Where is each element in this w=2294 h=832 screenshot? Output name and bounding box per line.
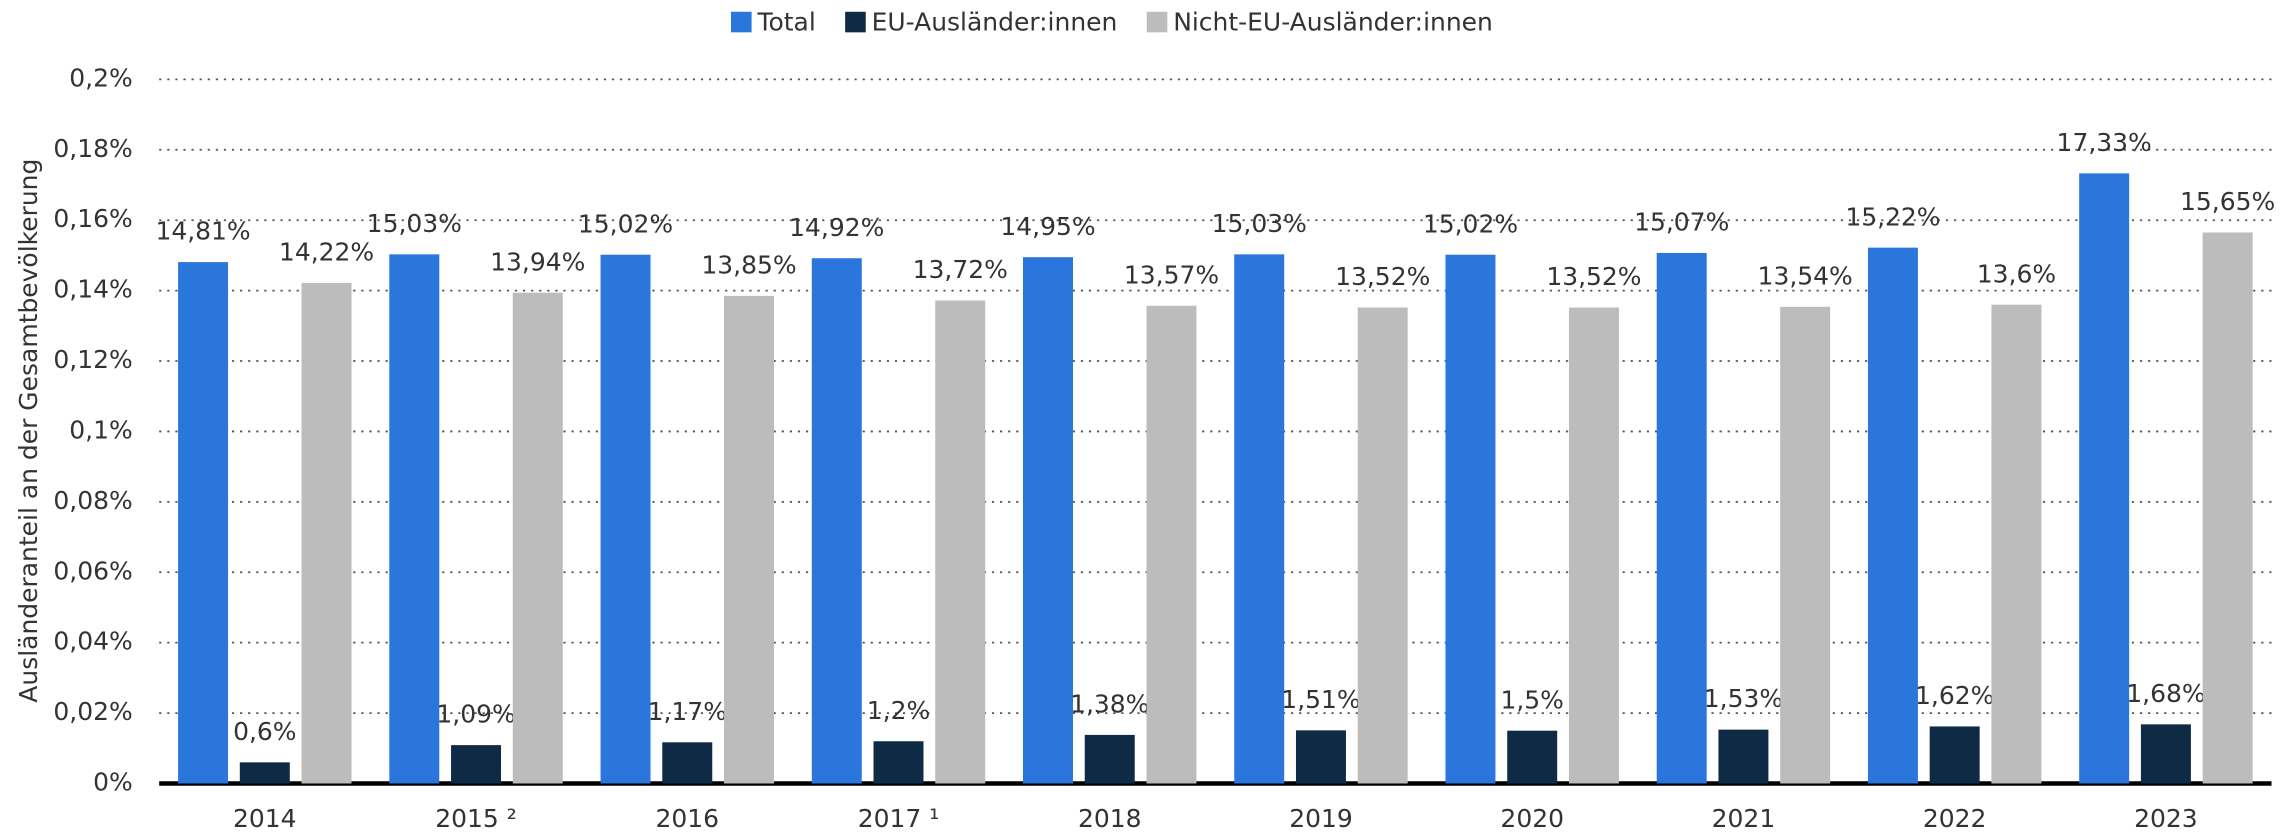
value-label: 13,57% [1124,260,1219,289]
bar [724,295,774,784]
bar [1023,257,1073,784]
x-tick-label: 2014 [233,804,297,832]
bar [1507,730,1558,784]
value-label: 13,6% [1977,259,2056,288]
bar [811,258,862,784]
bar [662,742,713,784]
value-label: 1,09% [436,700,515,729]
bar [600,254,651,784]
value-label: 13,72% [913,255,1008,284]
value-label: 1,62% [1915,681,1994,710]
value-label: 15,07% [1634,208,1729,237]
legend-swatch [1146,11,1168,33]
bar [2140,724,2191,784]
bar [178,262,229,784]
value-label: 15,02% [1423,209,1518,238]
value-label: 13,85% [701,250,796,279]
x-tick-label: 2018 [1078,804,1142,832]
value-label: 17,33% [2057,128,2152,157]
value-label: 15,65% [2180,187,2275,216]
bar [1084,734,1135,784]
bar [1146,305,1197,784]
bar [873,741,924,784]
legend-label: Nicht-EU-Ausländer:innen [1173,8,1493,37]
y-tick-label: 0,08% [53,486,132,515]
bar [239,762,290,784]
bar [1445,254,1496,784]
value-label: 15,03% [1212,209,1307,238]
y-tick-label: 0,2% [69,63,132,92]
legend-swatch [845,11,866,33]
legend-swatch [731,11,752,33]
x-tick-label: 2020 [1500,804,1564,832]
x-tick-label: 2016 [655,804,719,832]
value-label: 14,92% [789,213,884,242]
y-tick-label: 0,02% [53,697,132,726]
bar [512,292,563,784]
bar [451,745,502,784]
bar [301,282,352,784]
x-tick-label: 2015 ² [435,804,517,832]
y-tick-label: 0,06% [53,556,132,585]
value-label: 13,94% [490,247,585,276]
y-tick-label: 0% [93,767,133,796]
bar [1656,252,1707,784]
bar [1867,247,1918,784]
x-tick-label: 2019 [1289,804,1353,832]
value-label: 1,68% [2126,679,2205,708]
value-label: 0,6% [233,717,296,746]
value-label: 13,54% [1758,261,1853,290]
y-tick-label: 0,16% [53,204,132,233]
value-label: 15,03% [367,209,462,238]
bar [1234,254,1285,784]
value-label: 14,95% [1000,212,1095,241]
value-label: 13,52% [1546,262,1641,291]
y-axis-title: Ausländeranteil an der Gesamtbevölkerung [14,159,43,703]
value-label: 1,53% [1704,684,1783,713]
value-label: 1,51% [1281,685,1360,714]
bar [935,300,986,784]
value-label: 1,17% [648,697,727,726]
bar [1991,304,2042,784]
bar [1568,307,1619,784]
bar [1718,729,1769,784]
value-label: 13,52% [1335,262,1430,291]
bar [2202,232,2253,784]
y-tick-label: 0,12% [53,345,132,374]
bar [1780,306,1831,784]
bar [389,254,440,784]
legend-label: Total [756,8,815,37]
x-tick-label: 2023 [2134,804,2198,832]
value-label: 15,22% [1845,202,1940,231]
x-tick-label: 2017 ¹ [858,804,939,832]
bar [1929,726,1980,784]
value-label: 14,81% [155,217,250,246]
value-label: 1,38% [1070,690,1149,719]
x-tick-label: 2022 [1923,804,1987,832]
bar [1357,307,1408,784]
y-tick-label: 0,1% [69,415,132,444]
value-label: 1,2% [867,696,930,725]
value-label: 15,02% [578,209,673,238]
value-label: 14,22% [279,237,374,266]
y-tick-label: 0,18% [53,134,132,163]
bar [1295,730,1346,784]
y-tick-label: 0,14% [53,275,132,304]
value-label: 1,5% [1500,685,1563,714]
y-tick-label: 0,04% [53,627,132,656]
bar [2079,173,2130,784]
x-tick-label: 2021 [1712,804,1776,832]
legend-label: EU-Ausländer:innen [872,8,1118,37]
